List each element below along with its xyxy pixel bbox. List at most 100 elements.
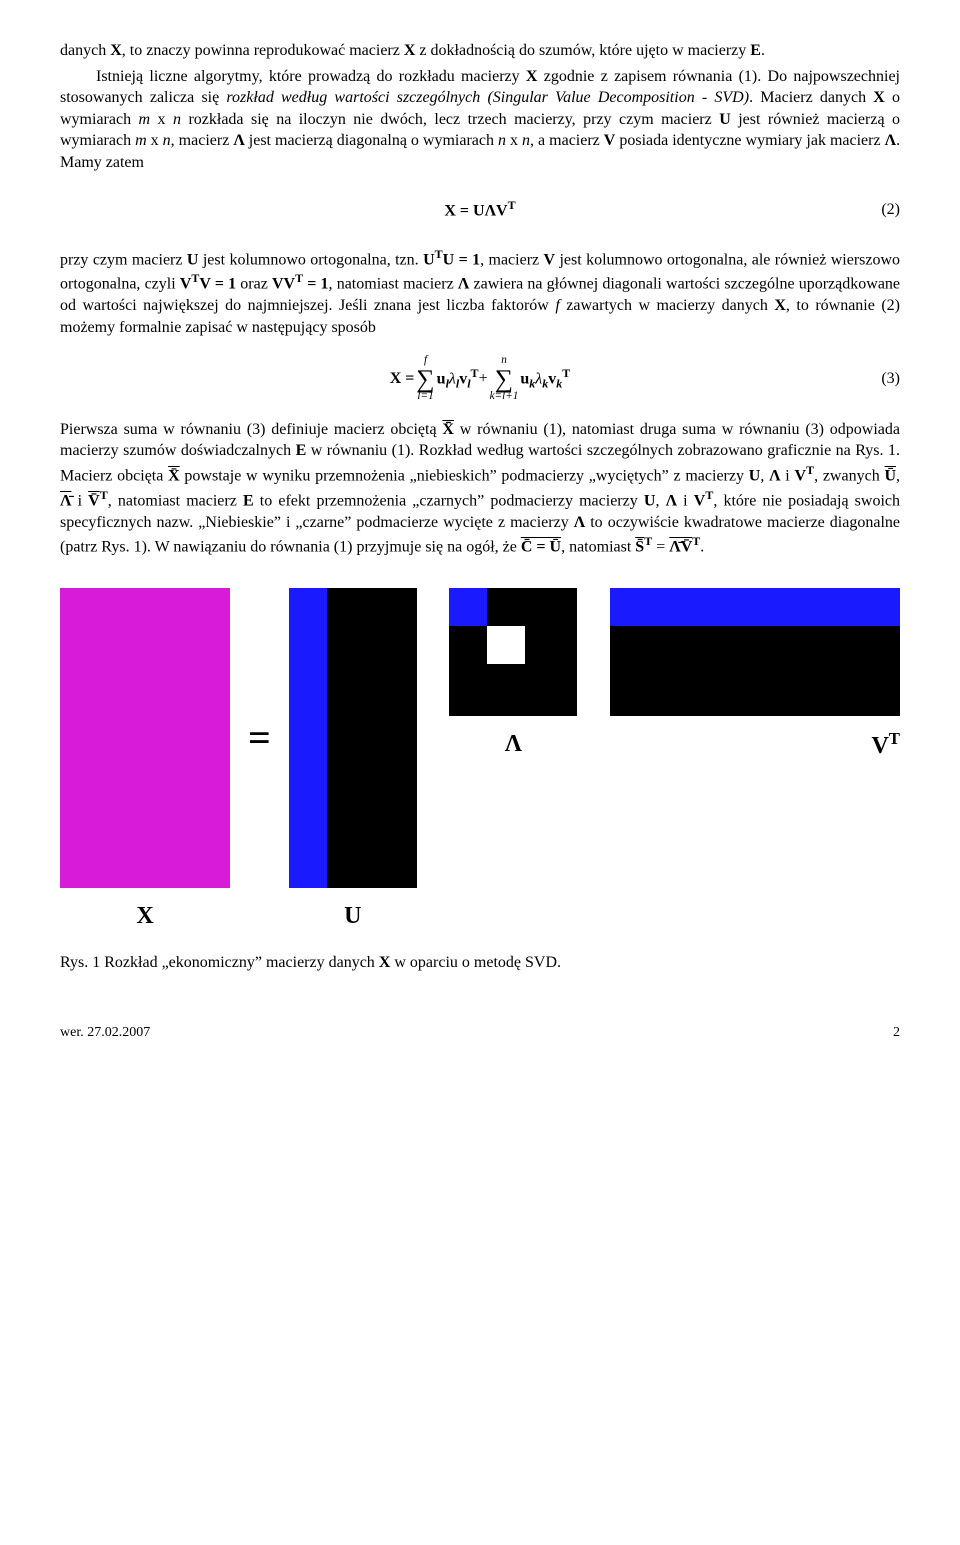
text: =	[652, 539, 669, 556]
equals-sign: =	[230, 588, 289, 888]
sym: E	[296, 442, 307, 459]
sym: V	[795, 467, 807, 484]
u: u	[437, 371, 446, 388]
sym: n	[163, 132, 171, 149]
sup: T	[806, 463, 814, 477]
text: powstaje w wyniku przemnożenia „niebiesk…	[180, 467, 749, 484]
text: posiada identyczne wymiary jak macierz	[615, 132, 884, 149]
text: ,	[760, 467, 769, 484]
text: Pierwsza suma w równaniu (3) definiuje m…	[60, 421, 442, 438]
sup: T	[562, 366, 570, 380]
lambda-tr	[487, 588, 577, 626]
sym: V = 1	[199, 276, 236, 293]
text: , to znaczy powinna reprodukować macierz	[122, 42, 404, 59]
sym: X	[404, 42, 416, 59]
sym: = 1	[303, 276, 328, 293]
text: przy czym macierz	[60, 251, 187, 268]
sym: U	[423, 251, 435, 268]
sym: X	[774, 297, 786, 314]
sym: VV	[272, 276, 295, 293]
term: ulλlvlT	[437, 365, 479, 392]
sym: Λ	[458, 276, 469, 293]
eq-body: X = UΛVT	[444, 197, 515, 222]
sym: X	[873, 89, 885, 106]
lambda-tl	[449, 588, 487, 626]
sup: T	[471, 366, 479, 380]
matrix-Lambda-label: Λ	[505, 728, 522, 756]
sym: U = 1	[443, 251, 480, 268]
sym: U	[749, 467, 761, 484]
sym: S̄	[635, 539, 644, 556]
text: jest macierzą diagonalną o wymiarach	[245, 132, 498, 149]
sym: Λ	[233, 132, 244, 149]
sym: X̄	[168, 467, 180, 484]
sym: V	[694, 492, 706, 509]
text: x	[147, 132, 163, 149]
matrix-VT-part-0	[610, 588, 900, 626]
sup: T	[435, 247, 443, 261]
text: i	[677, 492, 694, 509]
para-4: Pierwsza suma w równaniu (3) definiuje m…	[60, 419, 900, 559]
lam: λ	[449, 371, 456, 388]
sym: Λ̄	[60, 492, 71, 509]
sum-2: n ∑ k=l+1	[490, 355, 519, 403]
footer-version: wer. 27.02.2007	[60, 1024, 150, 1043]
sym: Λ	[666, 492, 677, 509]
text: , zwanych	[814, 467, 884, 484]
text: , natomiast macierz	[108, 492, 243, 509]
sym: Ū	[884, 467, 896, 484]
sym: Λ	[769, 467, 780, 484]
text: x	[506, 132, 522, 149]
sym: V	[604, 132, 616, 149]
sym: X	[110, 42, 122, 59]
sym: V	[180, 276, 192, 293]
figure-caption: Rys. 1 Rozkład „ekonomiczny” macierzy da…	[60, 952, 900, 974]
sum-bot: k=l+1	[490, 391, 519, 402]
text: i	[781, 467, 795, 484]
spacer	[257, 900, 261, 928]
sym: m	[139, 111, 151, 128]
sum-bot: l=1	[417, 391, 433, 402]
eq-body: X = f ∑ l=1 ulλlvlT + n ∑ k=l+1 ukλkvkT	[390, 355, 570, 403]
matrix-VT-col: VT	[610, 588, 900, 756]
text: x	[150, 111, 173, 128]
text: , natomiast macierz	[329, 276, 458, 293]
matrix-U-part-0	[289, 588, 327, 888]
text: .	[761, 42, 765, 59]
sum-1: f ∑ l=1	[416, 355, 434, 403]
svd-diagram: X= UΛVT	[60, 588, 900, 928]
sym: n	[173, 111, 181, 128]
text: rozkład według wartości szczególnych (Si…	[226, 89, 749, 106]
sym: X	[526, 68, 538, 85]
eq-lhs: X = UΛV	[444, 202, 507, 219]
matrix-VT-label: VT	[871, 728, 900, 756]
matrix-Lambda	[449, 588, 577, 716]
text: Istnieją liczne algorytmy, które prowadz…	[96, 68, 526, 85]
sym: m	[135, 132, 147, 149]
text: w oparciu o metodę SVD.	[390, 954, 561, 971]
sup: T	[100, 488, 108, 502]
term: ukλkvkT	[520, 365, 570, 392]
text: zawartych w macierzy danych	[560, 297, 775, 314]
sym: n	[522, 132, 530, 149]
sup: T	[295, 271, 303, 285]
text: ,	[896, 467, 900, 484]
sigma-icon: ∑	[416, 366, 434, 392]
text: rozkłada się na iloczyn nie dwóch, lecz …	[181, 111, 719, 128]
matrix-Lambda-col: Λ	[449, 588, 577, 756]
sym: V̄	[88, 492, 100, 509]
matrix-U-part-1	[327, 588, 417, 888]
text: i	[71, 492, 88, 509]
text: oraz	[236, 276, 272, 293]
matrix-VT	[610, 588, 900, 716]
text: to efekt przemnożenia „czarnych” podmaci…	[254, 492, 644, 509]
page-number: 2	[893, 1024, 900, 1043]
v: v	[459, 371, 467, 388]
matrix-U-col: U	[289, 588, 417, 928]
text: , a macierz	[530, 132, 604, 149]
equals-col: =	[230, 588, 289, 928]
plus: +	[479, 368, 488, 390]
sym: X̄	[442, 421, 454, 438]
figure-svd: X= UΛVT	[60, 588, 900, 928]
page-footer: wer. 27.02.2007 2	[60, 1024, 900, 1043]
